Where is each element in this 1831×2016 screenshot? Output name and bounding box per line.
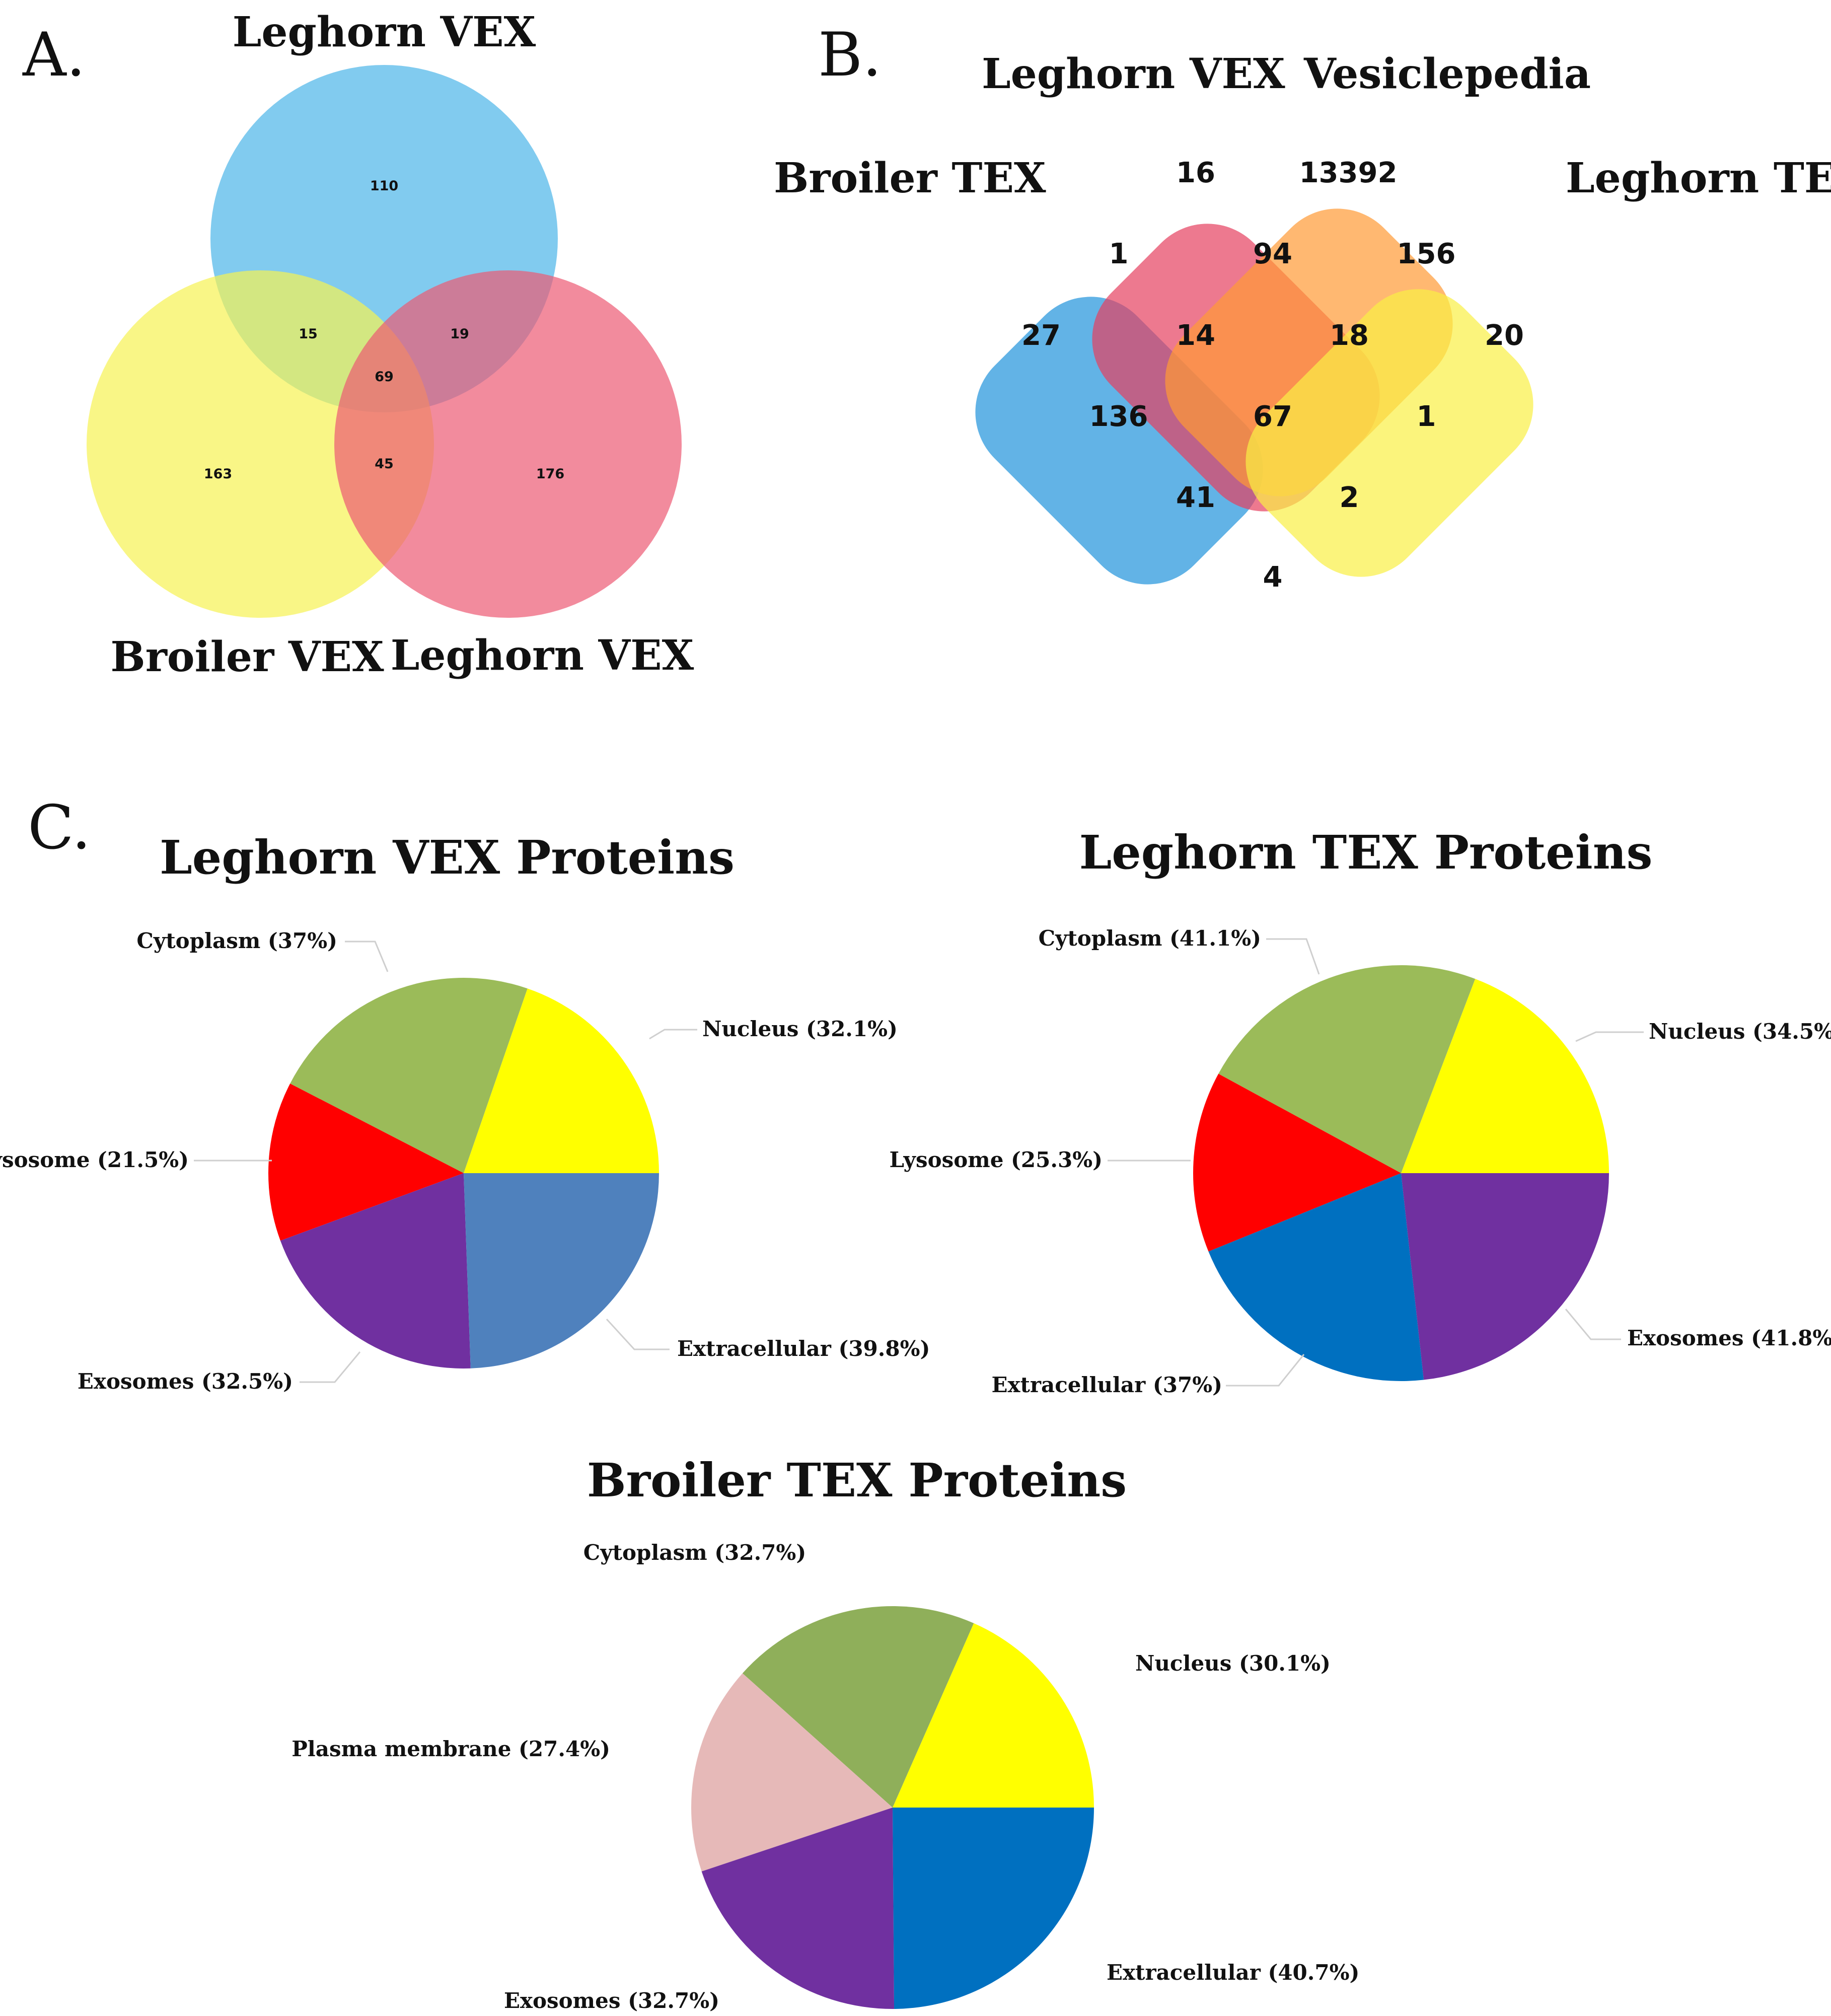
pie-broiler-tex-slices [691,1606,1094,2009]
pie-label-broiler-tex-extracellular: Extracellular (40.7%) [1107,1960,1359,1985]
venn-b-region-value: 136 [1089,400,1148,433]
venn-a-label-leghorn-vex-right: Leghorn VEX [391,631,694,680]
venn-a-circle-leghorn-vex-right [334,270,682,618]
venn-b-region-value: 4 [1263,561,1283,594]
venn-b-region-value: 27 [1021,319,1061,352]
leader-line [649,1029,697,1040]
venn-b: B. Broiler TEX Leghorn VEX Vesiclepedia … [774,20,1831,594]
venn-b-region-value: 20 [1485,319,1524,352]
venn-a-label-leghorn-vex-top: Leghorn VEX [233,8,536,56]
venn-b-region-value: 14 [1176,319,1215,352]
pie-label-broiler-tex-nucleus: Nucleus (30.1%) [1135,1651,1331,1676]
venn-a-region-value: 176 [536,466,564,482]
pie-label-broiler-tex-cytoplasm: Cytoplasm (32.7%) [583,1540,806,1565]
pie-broiler-tex: Broiler TEX Proteins Nucleus (30.1%) Cyt… [291,1453,1359,2013]
pie-label-leghorn-tex-exosomes: Exosomes (41.8%) [1627,1326,1831,1350]
venn-b-label-vesiclepedia: Vesiclepedia [1303,50,1591,98]
venn-b-region-value: 156 [1397,238,1456,270]
pie-title-leghorn-tex: Leghorn TEX Proteins [1079,825,1653,880]
leader-line [1565,1309,1621,1340]
venn-a-region-value: 163 [204,466,232,482]
pie-slice-nucleus [464,988,659,1173]
leader-line [345,941,389,972]
panel-letter-b: B. [818,20,882,90]
venn-b-label-broiler-tex: Broiler TEX [774,154,1046,202]
pie-slice-lysosome [268,1084,464,1241]
pie-slice-exosomes [280,1173,471,1369]
pie-label-leghorn-vex-cytoplasm: Cytoplasm (37%) [136,928,337,953]
pie-label-leghorn-tex-cytoplasm: Cytoplasm (41.1%) [1039,926,1261,951]
pie-slice-extracellular [1208,1173,1424,1382]
pie-label-leghorn-vex-lysosome: Lysosome (21.5%) [0,1147,189,1172]
pie-label-broiler-tex-exosomes: Exosomes (32.7%) [504,1988,719,2013]
venn-a-region-value: 110 [370,178,398,194]
pie-slice-cytoplasm [290,977,528,1173]
venn-a-region-value: 45 [375,456,394,472]
pie-title-leghorn-vex: Leghorn VEX Proteins [160,830,735,885]
pie-slice-extracellular [893,1808,1094,2009]
pie-title-broiler-tex: Broiler TEX Proteins [587,1453,1127,1507]
pie-label-broiler-tex-plasma-membrane: Plasma membrane (27.4%) [291,1737,610,1761]
leader-line [300,1351,361,1383]
venn-b-region-value: 41 [1176,481,1215,514]
pie-slice-exosomes [1401,1173,1609,1380]
pie-leghorn-tex: Leghorn TEX Proteins Nucleus (34.5%) Cyt… [890,825,1831,1397]
pie-slice-plasma-membrane [691,1673,893,1871]
pie-leghorn-vex-slices [268,977,659,1369]
pie-slice-extracellular [464,1173,659,1369]
pie-label-leghorn-tex-nucleus: Nucleus (34.5%) [1649,1019,1831,1044]
venn-b-label-leghorn-vex: Leghorn VEX [982,50,1285,98]
venn-a-region-value: 69 [375,369,394,385]
pie-slice-cytoplasm [742,1606,974,1808]
venn-b-shape-vesiclepedia [1165,208,1453,496]
venn-a-label-broiler-vex: Broiler VEX [110,633,384,681]
venn-b-region-value: 2 [1340,481,1359,514]
pie-label-leghorn-vex-nucleus: Nucleus (32.1%) [702,1017,898,1041]
venn-b-region-value: 16 [1176,157,1215,189]
venn-b-shape-leghorn-tex [1246,289,1533,577]
venn-a-region-value: 15 [299,326,318,342]
venn-b-region-value: 1 [1417,400,1436,433]
pie-label-leghorn-vex-extracellular: Extracellular (39.8%) [677,1336,930,1361]
venn-b-region-value: 18 [1330,319,1369,352]
pie-slice-nucleus [893,1623,1094,1808]
leader-line [606,1318,670,1350]
leader-line [1266,938,1320,975]
venn-b-region-value: 67 [1253,400,1292,433]
pie-label-leghorn-tex-lysosome: Lysosome (25.3%) [890,1147,1103,1172]
pie-slice-nucleus [1401,979,1609,1173]
venn-a-region-value: 19 [450,326,469,342]
pie-slice-exosomes [701,1808,895,2009]
venn-b-region-value: 1 [1109,238,1129,270]
pie-slice-lysosome [1193,1073,1401,1252]
pie-label-leghorn-vex-exosomes: Exosomes (32.5%) [78,1369,293,1394]
pie-leghorn-vex: Leghorn VEX Proteins Nucleus (32.1%) Cyt… [0,830,930,1394]
leader-line [1575,1031,1644,1042]
panel-letter-c: C. [28,793,91,863]
pie-label-leghorn-tex-extracellular: Extracellular (37%) [991,1373,1222,1397]
venn-b-region-value: 13392 [1299,157,1398,189]
venn-b-region-value: 94 [1253,238,1292,270]
venn-a: A. Leghorn VEX Broiler VEX Leghorn VEX 1… [22,8,694,681]
venn-a-circle-broiler-vex [87,270,434,618]
pie-slice-cytoplasm [1218,965,1476,1173]
pie-leghorn-tex-slices [1193,965,1609,1382]
venn-b-shape-broiler-tex [975,297,1263,585]
panel-letter-a: A. [22,20,86,90]
leader-line [1226,1354,1305,1387]
venn-b-label-leghorn-tex: Leghorn TEX [1566,154,1831,202]
